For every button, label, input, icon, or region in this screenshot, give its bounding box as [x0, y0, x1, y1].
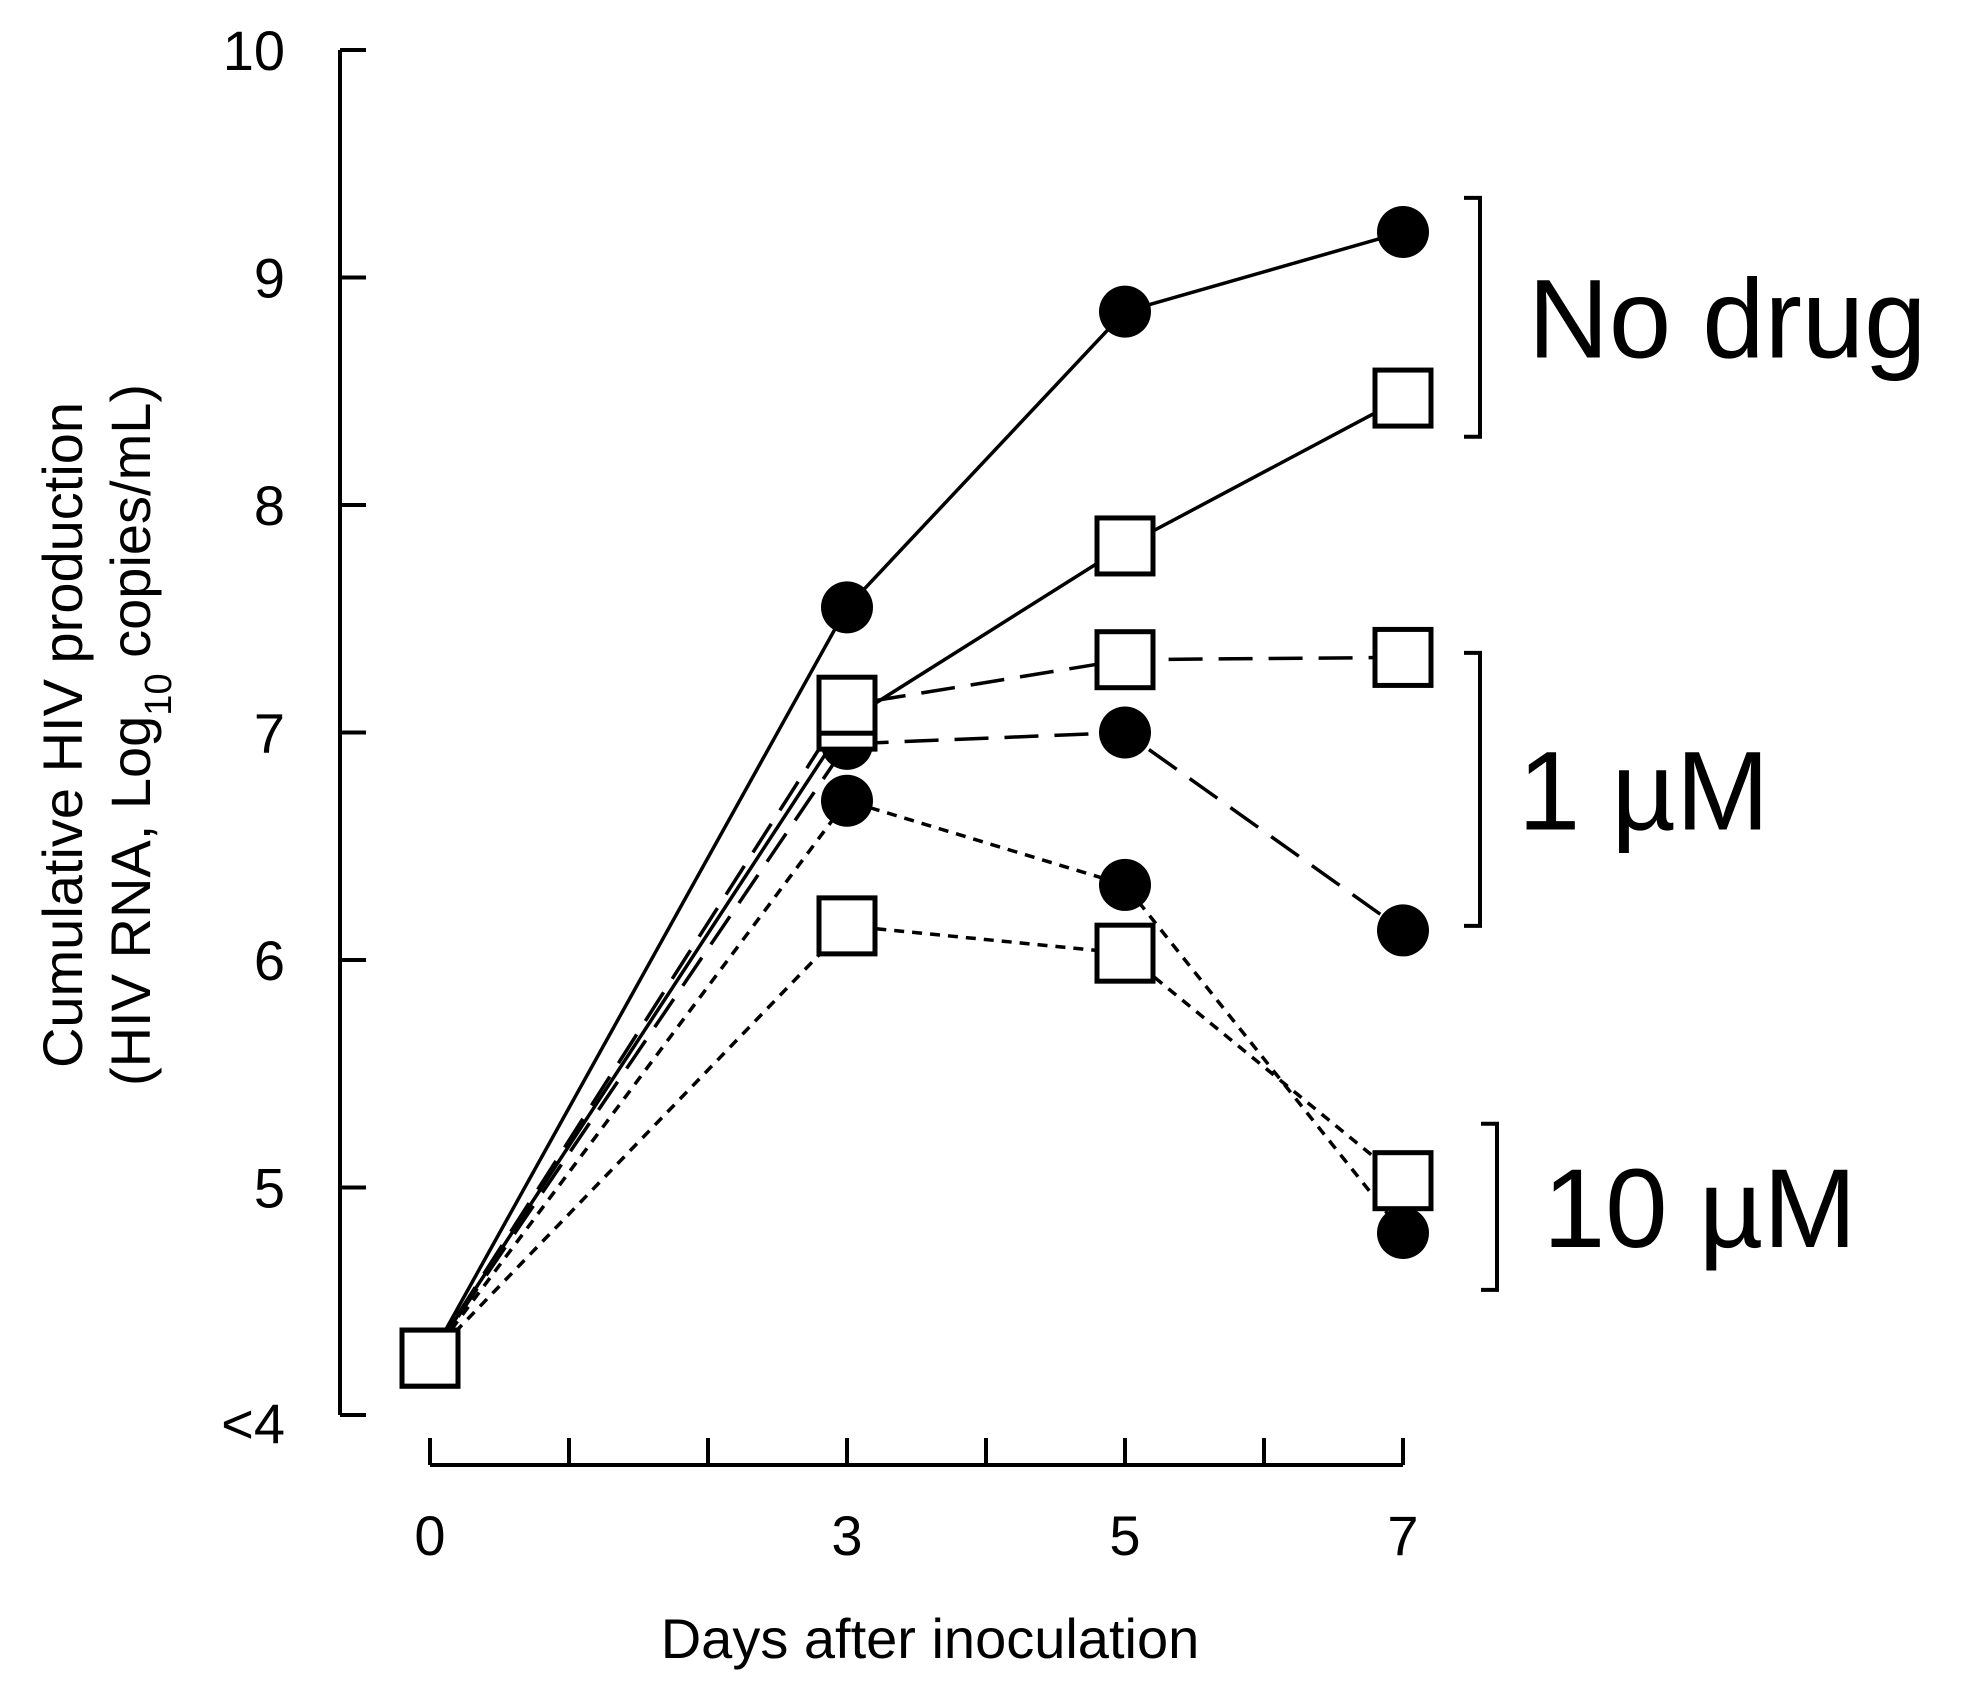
data-point-circle: [821, 581, 873, 634]
group-bracket: [1464, 195, 1482, 439]
y-tick-label: 7: [254, 702, 285, 765]
series-line-3: [428, 730, 1405, 1360]
data-point-square: [399, 1327, 461, 1389]
y-tick-label: 9: [254, 247, 285, 310]
series-line-1: [428, 396, 1404, 1360]
data-point-circle: [1377, 206, 1429, 258]
data-point-square: [1372, 626, 1434, 688]
y-tick-label: 8: [254, 474, 285, 537]
group-label: No drug: [1528, 256, 1926, 381]
y-tick-label: 5: [254, 1157, 285, 1220]
data-point-square: [816, 895, 878, 957]
group-label: 10 µM: [1543, 1146, 1857, 1271]
data-point-square: [1094, 515, 1156, 577]
axes: <4 5 6 7 8 9 10 0 3 5 7: [221, 19, 1418, 1567]
y-ticks: <4 5 6 7 8 9 10: [221, 19, 366, 1455]
data-point-square: [1094, 922, 1156, 984]
y-axis-title-line1: Cumulative HIV production: [31, 402, 94, 1068]
series-line-2: [428, 655, 1404, 1360]
series-line-5: [428, 924, 1405, 1360]
x-tick-label: 3: [831, 1504, 862, 1567]
data-point-circle: [1377, 904, 1429, 957]
data-point-circle: [1099, 285, 1151, 338]
data-point-circle: [1377, 1207, 1429, 1259]
x-ticks: 0 3 5 7: [414, 1438, 1419, 1567]
data-point-circle: [1099, 706, 1151, 759]
series-lines: [428, 230, 1405, 1360]
series-line-0: [428, 230, 1404, 1359]
x-tick-label: 7: [1387, 1504, 1418, 1567]
group-annotations: No drug 1 µM 10 µM: [1464, 195, 1926, 1292]
y-tick-label: 6: [254, 929, 285, 992]
data-point-square: [816, 674, 878, 736]
x-axis-title: Days after inoculation: [661, 1607, 1200, 1670]
data-point-square: [1372, 1150, 1434, 1212]
y-axis-title-prefix: (HIV RNA, Log: [99, 716, 162, 1086]
data-point-square: [1094, 629, 1156, 691]
group-label: 1 µM: [1518, 728, 1769, 853]
x-tick-label: 5: [1109, 1504, 1140, 1567]
y-axis-title-subscript: 10: [138, 673, 180, 715]
series-markers: [399, 206, 1434, 1389]
data-point-circle: [1099, 858, 1151, 911]
series-line-4: [428, 798, 1405, 1360]
y-tick-label: <4: [221, 1392, 285, 1455]
x-tick-label: 0: [414, 1504, 445, 1567]
group-bracket: [1481, 1121, 1499, 1292]
data-point-circle: [821, 774, 873, 827]
group-bracket: [1464, 650, 1482, 928]
y-axis-title-suffix: copies/mL): [99, 384, 162, 673]
data-point-square: [1372, 367, 1434, 429]
y-tick-label: 10: [223, 19, 285, 82]
y-axis-title-line2: (HIV RNA, Log10 copies/mL): [99, 384, 180, 1086]
